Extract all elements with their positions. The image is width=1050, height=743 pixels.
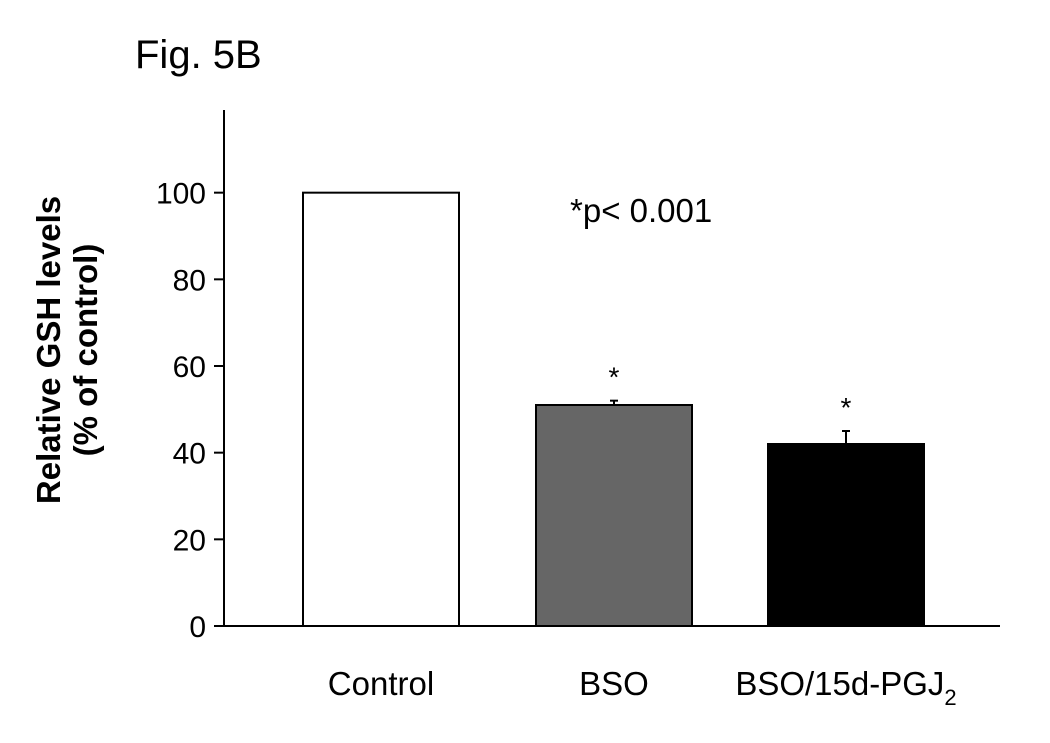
significance-annotation: *p< 0.001 — [570, 192, 712, 229]
significance-star: * — [609, 362, 620, 393]
x-category-label: Control — [328, 665, 434, 702]
figure-title: Fig. 5B — [135, 33, 262, 77]
bars: ** — [302, 191, 925, 628]
significance-star: * — [841, 392, 852, 423]
bar-bso — [535, 404, 693, 627]
x-category-label-subscript: 2 — [944, 685, 956, 710]
bar-bso-15d-pgj — [767, 443, 925, 627]
y-axis-label-line-2-wrap: (% of control) — [67, 244, 104, 457]
x-category-label: BSO — [579, 665, 649, 702]
y-tick-label: 40 — [173, 438, 206, 471]
x-category-label-text: BSO/15d-PGJ — [735, 665, 944, 702]
x-category-label: BSO/15d-PGJ2 — [735, 665, 956, 710]
x-category-label-text: BSO — [579, 665, 649, 702]
y-tick-label: 0 — [189, 611, 206, 644]
y-tick-label: 80 — [173, 264, 206, 297]
y-tick-label: 20 — [173, 524, 206, 557]
y-axis-ticks: 0 20 40 60 80 100 — [156, 178, 224, 644]
x-category-label-text: Control — [328, 665, 434, 702]
y-tick-label: 100 — [156, 178, 206, 211]
y-axis-label-line-2: (% of control) — [67, 244, 104, 457]
bar-control — [302, 191, 460, 628]
y-tick-label: 60 — [173, 351, 206, 384]
y-axis-label: Relative GSH levels — [30, 196, 67, 504]
category-labels: Control BSO BSO/15d-PGJ2 — [328, 665, 957, 710]
y-axis-label-line-1: Relative GSH levels — [30, 196, 67, 504]
